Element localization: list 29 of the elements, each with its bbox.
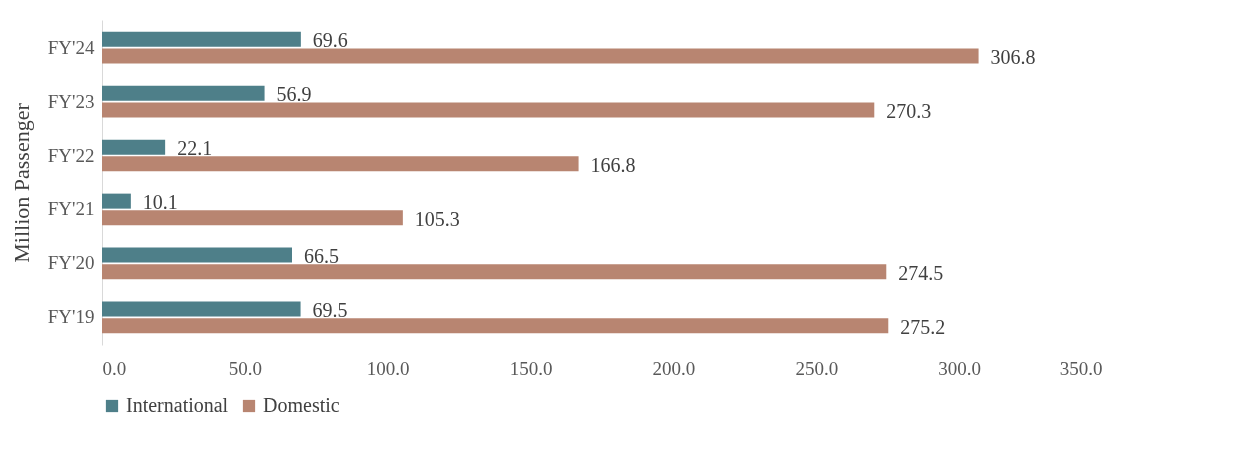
data-label: 10.1 (142, 191, 178, 214)
y-tick-label: FY'21 (47, 198, 95, 220)
y-tick-label: FY'19 (47, 306, 95, 328)
y-tick-label: FY'20 (47, 252, 95, 274)
legend-label: International (126, 394, 229, 416)
y-axis-title: Million Passenger (8, 102, 34, 263)
y-tick-label: FY'23 (47, 90, 95, 112)
data-label: 56.9 (276, 83, 312, 106)
x-tick-label: 200.0 (652, 357, 696, 379)
x-tick-label: 150.0 (509, 357, 553, 379)
data-label: 69.5 (312, 299, 348, 322)
data-label: 274.5 (898, 261, 944, 284)
x-tick-label: 0.0 (102, 357, 127, 379)
data-label: 22.1 (177, 137, 213, 160)
data-label: 105.3 (414, 207, 460, 230)
data-label: 306.8 (990, 45, 1036, 68)
x-tick-label: 300.0 (938, 357, 982, 379)
data-label: 166.8 (590, 153, 636, 176)
y-tick-label: FY'24 (47, 36, 95, 58)
data-label: 69.6 (312, 29, 348, 52)
y-tick-label: FY'22 (47, 144, 95, 166)
data-label: 275.2 (900, 315, 946, 338)
x-tick-label: 250.0 (795, 357, 839, 379)
x-tick-label: 50.0 (228, 357, 262, 379)
x-tick-label: 350.0 (1059, 357, 1103, 379)
data-label: 270.3 (886, 99, 932, 122)
legend-label: Domestic (263, 394, 340, 416)
data-label: 66.5 (304, 245, 339, 268)
x-tick-label: 100.0 (366, 357, 410, 379)
